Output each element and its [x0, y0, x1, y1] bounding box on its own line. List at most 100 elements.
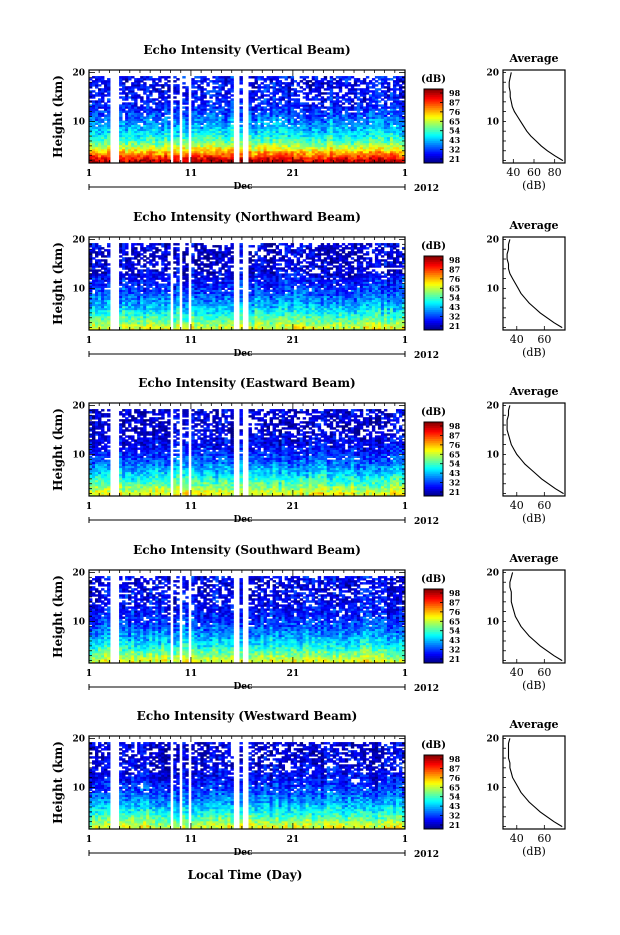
y-tick-label: 10: [72, 117, 85, 127]
average-x-tick-label: 60: [537, 666, 551, 679]
y-tick-label: 10: [72, 450, 85, 460]
average-x-tick-label: 40: [510, 499, 524, 512]
y-tick-label: 10: [72, 783, 85, 793]
average-title: Average: [508, 52, 558, 65]
heatmap-cells: [89, 243, 405, 330]
y-tick-label: 20: [72, 401, 85, 411]
average-y-tick-label: 10: [486, 617, 499, 627]
x-tick-label: 1: [402, 502, 408, 512]
month-label: Dec: [233, 682, 253, 692]
average-title: Average: [508, 219, 558, 232]
panel-title: Echo Intensity (Westward Beam): [137, 709, 358, 723]
x-tick-label: 1: [402, 835, 408, 845]
year-label: 2012: [414, 684, 439, 694]
y-axis-label: Height (km): [51, 75, 65, 158]
x-tick-label: 1: [86, 669, 92, 679]
average-x-label: (dB): [522, 512, 546, 525]
y-axis-label: Height (km): [51, 741, 65, 824]
colorbar-tick-label: 21: [449, 154, 460, 164]
average-x-label: (dB): [522, 845, 546, 858]
x-tick-label: 11: [185, 169, 198, 179]
average-y-tick-label: 10: [486, 117, 499, 127]
average-x-label: (dB): [522, 346, 546, 359]
average-y-tick-label: 10: [486, 450, 499, 460]
average-profile-panel: Average 10 20 40 60(dB): [486, 219, 565, 359]
panel-2: Echo Intensity (Northward Beam) Height (k…: [51, 210, 565, 361]
y-axis-label: Height (km): [51, 242, 65, 325]
colorbar-tick-label: 21: [449, 487, 460, 497]
x-tick-label: 21: [287, 502, 300, 512]
average-y-tick-label: 20: [486, 734, 499, 744]
average-y-tick-label: 10: [486, 284, 499, 294]
average-x-tick-label: 60: [527, 166, 541, 179]
x-tick-label: 21: [287, 169, 300, 179]
average-profile-line: [507, 239, 562, 327]
heatmap-cells: [89, 576, 405, 663]
y-tick-label: 10: [72, 284, 85, 294]
y-tick-label: 20: [72, 568, 85, 578]
x-tick-label: 11: [185, 502, 198, 512]
average-profile-line: [509, 738, 563, 826]
average-profile-line: [507, 405, 563, 493]
average-x-tick-label: 60: [537, 333, 551, 346]
average-y-tick-label: 20: [486, 235, 499, 245]
average-title: Average: [508, 552, 558, 565]
average-x-tick-label: 80: [548, 166, 562, 179]
year-label: 2012: [414, 850, 439, 860]
x-tick-label: 21: [287, 669, 300, 679]
year-label: 2012: [414, 351, 439, 361]
x-tick-label: 1: [402, 669, 408, 679]
y-tick-label: 10: [72, 617, 85, 627]
colorbar-unit: (dB): [421, 740, 446, 751]
panel-title: Echo Intensity (Northward Beam): [133, 210, 361, 224]
x-tick-label: 1: [86, 169, 92, 179]
month-label: Dec: [233, 182, 253, 192]
x-tick-label: 11: [185, 336, 198, 346]
x-axis-title: Local Time (Day): [188, 868, 303, 882]
month-label: Dec: [233, 848, 253, 858]
average-x-tick-label: 40: [510, 333, 524, 346]
average-x-tick-label: 40: [510, 832, 524, 845]
y-axis-label: Height (km): [51, 575, 65, 658]
panel-5: Echo Intensity (Westward Beam) Height (km…: [51, 709, 565, 860]
average-x-tick-label: 60: [537, 499, 551, 512]
average-y-tick-label: 20: [486, 401, 499, 411]
x-tick-label: 11: [185, 835, 198, 845]
x-tick-label: 1: [402, 169, 408, 179]
heatmap-cells: [89, 409, 405, 496]
month-label: Dec: [233, 515, 253, 525]
x-tick-label: 1: [86, 336, 92, 346]
y-axis-label: Height (km): [51, 408, 65, 491]
panel-3: Echo Intensity (Eastward Beam) Height (km…: [51, 376, 565, 527]
average-y-tick-label: 20: [486, 68, 499, 78]
average-title: Average: [508, 718, 558, 731]
colorbar-unit: (dB): [421, 407, 446, 418]
panel-1: Echo Intensity (Vertical Beam) Height (km…: [51, 43, 565, 194]
year-label: 2012: [414, 184, 439, 194]
average-x-tick-label: 60: [537, 832, 551, 845]
colorbar-tick-label: 21: [449, 820, 460, 830]
average-x-tick-label: 40: [506, 166, 520, 179]
panel-title: Echo Intensity (Eastward Beam): [138, 376, 355, 390]
average-profile-panel: Average 10 20 40 60(dB): [486, 718, 565, 858]
average-y-tick-label: 20: [486, 568, 499, 578]
year-label: 2012: [414, 517, 439, 527]
average-y-tick-label: 10: [486, 783, 499, 793]
colorbar-unit: (dB): [421, 74, 446, 85]
panel-4: Echo Intensity (Southward Beam)Height (k…: [51, 543, 565, 694]
colorbar-unit: (dB): [421, 574, 446, 585]
y-tick-label: 20: [72, 734, 85, 744]
colorbar-unit: (dB): [421, 241, 446, 252]
panel-title: Echo Intensity (Vertical Beam): [143, 43, 350, 57]
average-profile-line: [509, 72, 563, 160]
